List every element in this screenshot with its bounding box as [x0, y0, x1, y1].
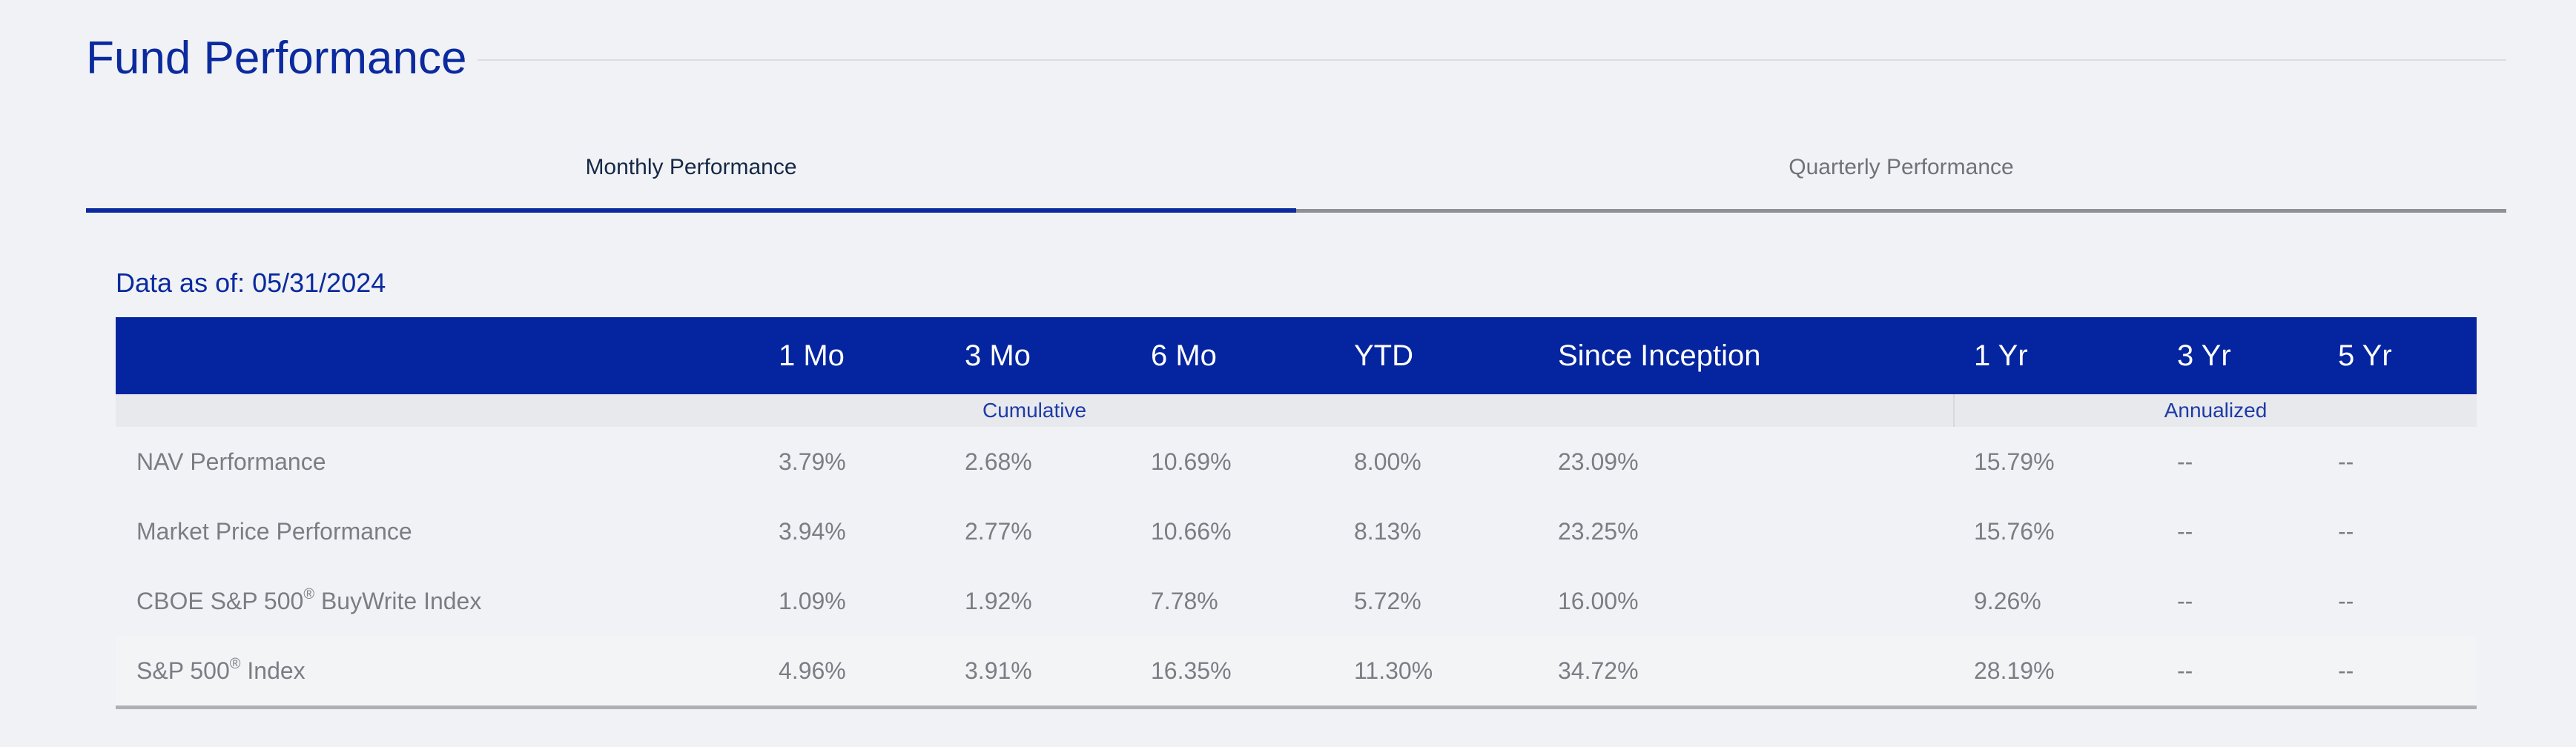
table-cell: 15.79%: [1974, 448, 2055, 475]
performance-tabs: Monthly Performance Quarterly Performanc…: [86, 141, 2506, 213]
table-cell: 34.72%: [1558, 657, 1639, 684]
table-cell: 2.68%: [965, 448, 1032, 475]
tab-monthly-label: Monthly Performance: [585, 155, 797, 179]
group-label-cumulative: Cumulative: [982, 399, 1087, 422]
col-header-3mo: 3 Mo: [965, 339, 1031, 372]
table-cell: --: [2177, 448, 2193, 475]
table-cell: --: [2338, 588, 2354, 614]
col-header-5yr: 5 Yr: [2338, 339, 2392, 372]
registered-mark: ®: [229, 656, 241, 672]
table-cell: --: [2177, 657, 2193, 684]
group-label-annualized: Annualized: [1953, 394, 2477, 427]
column-group-row: Cumulative Annualized: [116, 394, 2477, 427]
table-cell: --: [2177, 518, 2193, 545]
row-label: Market Price Performance: [136, 518, 412, 545]
table-cell: 10.66%: [1151, 518, 1232, 545]
tab-quarterly-performance[interactable]: Quarterly Performance: [1296, 141, 2506, 213]
table-cell: 3.94%: [779, 518, 846, 545]
page-title: Fund Performance: [86, 33, 467, 84]
row-label: S&P 500® Index: [136, 656, 306, 684]
table-row: S&P 500® Index 4.96% 3.91% 16.35% 11.30%…: [116, 636, 2477, 709]
table-cell: 1.92%: [965, 588, 1032, 614]
table-header-row: 1 Mo 3 Mo 6 Mo YTD Since Inception 1 Yr …: [116, 317, 2477, 394]
col-header-ytd: YTD: [1354, 339, 1413, 372]
table-cell: 8.13%: [1354, 518, 1421, 545]
tab-quarterly-indicator: [1296, 209, 2506, 213]
table-cell: 23.09%: [1558, 448, 1639, 475]
table-cell: --: [2177, 588, 2193, 614]
title-divider: [478, 59, 2506, 61]
table-cell: 16.00%: [1558, 588, 1639, 614]
col-header-1mo: 1 Mo: [779, 339, 845, 372]
table-cell: 5.72%: [1354, 588, 1421, 614]
col-header-6mo: 6 Mo: [1151, 339, 1217, 372]
tab-monthly-performance[interactable]: Monthly Performance: [86, 141, 1296, 213]
table-row: Market Price Performance 3.94% 2.77% 10.…: [116, 497, 2477, 566]
page-header: Fund Performance: [86, 27, 2506, 90]
table-cell: 28.19%: [1974, 657, 2055, 684]
table-cell: 11.30%: [1354, 657, 1433, 684]
col-header-since-inception: Since Inception: [1558, 339, 1761, 372]
col-header-1yr: 1 Yr: [1974, 339, 2028, 372]
data-as-of-date: Data as of: 05/31/2024: [116, 268, 386, 298]
table-row: CBOE S&P 500® BuyWrite Index 1.09% 1.92%…: [116, 566, 2477, 636]
table-cell: 9.26%: [1974, 588, 2041, 614]
table-row: NAV Performance 3.79% 2.68% 10.69% 8.00%…: [116, 427, 2477, 497]
row-label: CBOE S&P 500® BuyWrite Index: [136, 586, 482, 614]
table-cell: 7.78%: [1151, 588, 1218, 614]
table-cell: 1.09%: [779, 588, 846, 614]
tab-monthly-indicator: [86, 208, 1296, 213]
table-cell: 4.96%: [779, 657, 846, 684]
table-cell: 15.76%: [1974, 518, 2055, 545]
table-cell: 8.00%: [1354, 448, 1421, 475]
table-cell: 3.79%: [779, 448, 846, 475]
table-cell: 3.91%: [965, 657, 1032, 684]
table-cell: --: [2338, 448, 2354, 475]
col-header-3yr: 3 Yr: [2177, 339, 2231, 372]
table-cell: 10.69%: [1151, 448, 1232, 475]
table-cell: --: [2338, 657, 2354, 684]
table-cell: 2.77%: [965, 518, 1032, 545]
table-cell: --: [2338, 518, 2354, 545]
row-label: NAV Performance: [136, 448, 326, 475]
table-cell: 23.25%: [1558, 518, 1639, 545]
table-cell: 16.35%: [1151, 657, 1232, 684]
registered-mark: ®: [303, 586, 315, 602]
tab-quarterly-label: Quarterly Performance: [1789, 155, 2014, 179]
performance-table: 1 Mo 3 Mo 6 Mo YTD Since Inception 1 Yr …: [116, 317, 2477, 709]
